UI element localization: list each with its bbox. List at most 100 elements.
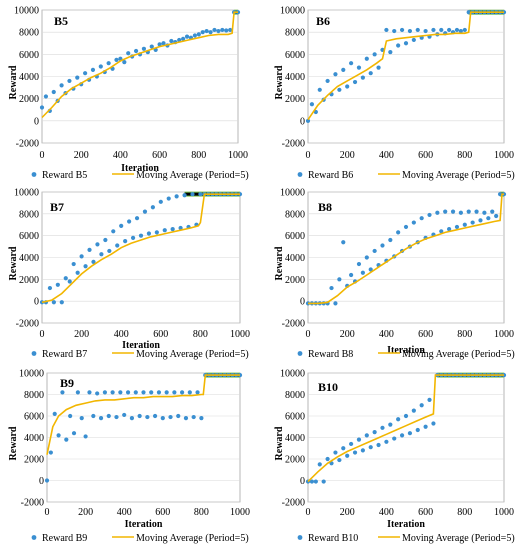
legend-reward-marker — [297, 535, 303, 540]
reward-point — [423, 28, 428, 34]
reward-point — [403, 224, 409, 230]
y-tick-label: -2000 — [282, 498, 305, 509]
y-tick-label: 8000 — [285, 28, 305, 39]
reward-point — [368, 445, 373, 450]
reward-point — [380, 243, 385, 248]
reward-point — [133, 48, 139, 54]
reward-point — [356, 437, 362, 442]
y-tick-label: 0 — [39, 476, 44, 487]
reward-point — [51, 300, 56, 305]
reward-point — [372, 248, 377, 254]
reward-point — [474, 209, 479, 214]
reward-point — [415, 27, 420, 33]
y-tick-label: 2000 — [285, 275, 305, 286]
reward-point — [360, 448, 365, 453]
y-axis-label: Reward — [8, 65, 19, 99]
reward-point — [98, 416, 104, 421]
reward-point — [164, 390, 169, 395]
x-tick-label: 400 — [113, 150, 128, 161]
reward-point — [212, 27, 217, 33]
y-tick-label: 6000 — [285, 50, 305, 61]
reward-point — [103, 237, 108, 243]
reward-point — [337, 277, 342, 282]
legend-ma-label: Moving Average (Period=5) — [402, 349, 515, 360]
x-tick-label: 200 — [74, 150, 89, 161]
reward-point — [68, 413, 73, 419]
reward-point — [154, 230, 159, 235]
reward-point — [168, 414, 173, 420]
reward-point — [158, 199, 163, 204]
x-tick-label: 800 — [457, 329, 472, 340]
y-tick-label: 6000 — [19, 50, 39, 61]
y-tick-label: 0 — [300, 476, 305, 487]
y-tick-label: 6000 — [24, 412, 44, 423]
y-tick-label: 8000 — [285, 390, 305, 401]
reward-point — [67, 78, 72, 84]
reward-point — [431, 421, 436, 426]
reward-point — [199, 416, 204, 421]
y-tick-label: 8000 — [24, 390, 44, 401]
reward-point — [333, 301, 338, 306]
reward-point — [127, 219, 132, 224]
y-tick-label: -2000 — [16, 139, 39, 150]
chart-title: B7 — [50, 200, 64, 214]
reward-point — [56, 433, 61, 438]
reward-point — [87, 247, 92, 252]
reward-point — [98, 64, 103, 69]
reward-point — [83, 434, 88, 439]
y-tick-label: 6000 — [285, 231, 305, 242]
reward-point — [119, 223, 124, 228]
legend-ma-label: Moving Average (Period=5) — [402, 170, 515, 181]
y-tick-label: -2000 — [282, 319, 305, 330]
reward-point — [228, 27, 233, 33]
reward-point — [360, 75, 365, 80]
reward-point — [478, 218, 483, 223]
reward-point — [71, 431, 77, 436]
reward-point — [91, 413, 96, 419]
legend: Reward B5 Moving Average (Period=5) — [31, 170, 249, 181]
reward-point — [419, 403, 424, 408]
y-tick-label: 2000 — [285, 94, 305, 105]
reward-point — [411, 37, 416, 43]
legend: Reward B6 Moving Average (Period=5) — [297, 170, 515, 181]
x-axis-label: Iteration — [122, 340, 160, 351]
reward-point — [384, 439, 389, 444]
reward-point — [376, 442, 381, 448]
y-tick-label: 10000 — [19, 369, 44, 380]
reward-point — [146, 231, 152, 236]
y-tick-label: -2000 — [282, 139, 305, 150]
x-axis-label: Iteration — [125, 519, 163, 530]
x-tick-label: 600 — [152, 150, 167, 161]
legend-reward-marker — [31, 351, 37, 356]
moving-average-line — [41, 11, 238, 119]
y-tick-label: 4000 — [285, 433, 305, 444]
reward-point — [106, 413, 111, 419]
y-tick-label: 10000 — [14, 6, 39, 17]
reward-point — [216, 28, 221, 34]
reward-point — [176, 413, 181, 419]
reward-point — [399, 27, 405, 33]
reward-point — [204, 28, 209, 34]
x-axis-label: Iteration — [387, 345, 425, 356]
reward-point — [458, 210, 463, 215]
x-tick-label: 200 — [74, 329, 89, 340]
reward-point — [321, 479, 326, 484]
legend-reward-marker — [297, 351, 303, 356]
reward-point — [75, 390, 80, 395]
y-tick-label: 2000 — [24, 455, 44, 466]
reward-point — [182, 193, 187, 198]
legend: Reward B8 Moving Average (Period=5) — [297, 349, 515, 360]
reward-point — [305, 118, 311, 123]
reward-point — [486, 216, 491, 221]
reward-point — [83, 71, 88, 76]
reward-point — [407, 28, 413, 34]
reward-point — [39, 105, 45, 110]
x-tick-label: 600 — [418, 150, 433, 161]
reward-point — [224, 28, 229, 33]
reward-point — [356, 65, 362, 70]
reward-point — [87, 390, 92, 395]
reward-point — [450, 209, 456, 214]
